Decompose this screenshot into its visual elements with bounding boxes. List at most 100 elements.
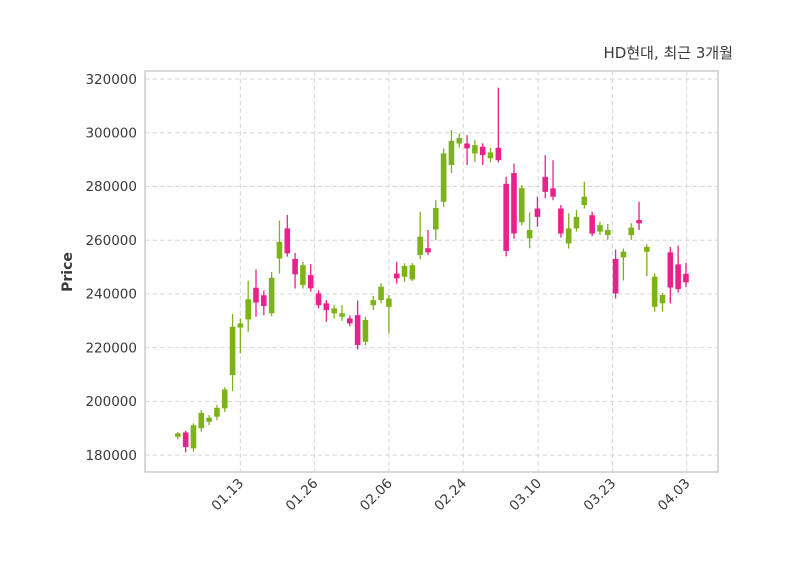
x-tick-label: 02.06 — [357, 476, 396, 515]
candle-body — [245, 299, 251, 320]
candle-body — [495, 147, 502, 161]
candle-body — [315, 293, 322, 306]
candle-wick — [419, 211, 421, 260]
candle-body — [214, 407, 220, 417]
candle-body — [370, 300, 377, 306]
candle-body — [511, 173, 517, 234]
candle-wick — [552, 160, 554, 201]
candle-body — [253, 287, 259, 303]
y-axis-label: Price — [60, 252, 76, 292]
candle-body — [354, 315, 361, 345]
x-tick-label: 02.24 — [431, 476, 470, 515]
candle-wick — [544, 155, 546, 199]
candle-body — [440, 153, 447, 202]
x-tick-label: 03.23 — [581, 476, 620, 515]
candle-body — [683, 273, 689, 283]
candle-body — [479, 146, 486, 156]
candle-body — [651, 276, 658, 307]
candle-body — [182, 432, 189, 448]
x-tick-label: 01.26 — [283, 476, 322, 515]
candle-body — [417, 236, 423, 255]
candle-body — [612, 259, 619, 294]
candle-body — [503, 183, 509, 251]
candle-wick — [325, 300, 328, 322]
candle-body — [464, 143, 470, 149]
candle-body — [675, 264, 681, 290]
y-tick-label: 320000 — [85, 72, 137, 88]
candle-body — [518, 188, 525, 223]
candle-body — [347, 318, 353, 324]
candle-body — [589, 215, 595, 234]
candle-body — [604, 230, 611, 236]
candle-wick — [638, 201, 640, 231]
candle-body — [229, 326, 236, 376]
candle-body — [534, 208, 541, 217]
y-tick-label: 280000 — [85, 179, 137, 195]
candle-body — [425, 248, 431, 253]
candle-body — [261, 295, 267, 307]
candle-body — [456, 137, 463, 144]
candle-wick — [622, 248, 625, 281]
candle-body — [175, 433, 181, 437]
y-tick-label: 260000 — [85, 233, 137, 249]
candle-body — [362, 319, 369, 342]
candle-body — [300, 265, 306, 286]
candle-body — [558, 208, 564, 234]
candle-body — [636, 220, 642, 224]
x-tick-label: 04.03 — [655, 476, 694, 515]
candle-body — [292, 259, 298, 275]
candle-body — [667, 252, 674, 288]
x-tick-label: 03.10 — [506, 476, 545, 515]
candle-wick — [341, 305, 343, 321]
candle-body — [448, 140, 455, 166]
candle-body — [409, 265, 416, 280]
y-tick-label: 200000 — [85, 394, 137, 410]
candle-body — [331, 308, 337, 314]
candle-body — [472, 145, 478, 154]
candle-body — [597, 225, 603, 232]
candle-body — [487, 152, 494, 159]
candle-wick — [388, 295, 390, 334]
x-tick-label: 01.13 — [209, 476, 248, 515]
candle-body — [628, 227, 635, 236]
candle-body — [198, 412, 205, 429]
candle-body — [339, 313, 345, 317]
candle-wick — [427, 230, 429, 255]
candle-body — [276, 241, 283, 259]
candle-body — [284, 228, 291, 254]
candle-body — [190, 425, 197, 449]
candle-body — [644, 246, 650, 252]
chart-title: HD현대, 최근 3개월 — [603, 44, 733, 62]
candle-body — [378, 286, 384, 301]
candle-body — [432, 207, 439, 230]
candle-wick — [466, 135, 468, 166]
candle-body — [565, 228, 572, 244]
candle-body — [221, 389, 228, 409]
candle-body — [268, 277, 275, 314]
y-tick-label: 240000 — [85, 287, 137, 303]
candle-body — [401, 265, 408, 277]
candle-body — [526, 230, 533, 239]
candle-body — [323, 303, 330, 311]
candle-body — [386, 298, 392, 307]
candle-body — [620, 251, 627, 258]
plot-border — [144, 70, 719, 473]
candle-body — [581, 196, 588, 206]
candle-body — [659, 295, 666, 304]
candle-body — [573, 216, 580, 229]
candle-body — [542, 176, 549, 192]
candle-body — [307, 275, 314, 289]
candle-wick — [239, 318, 242, 354]
candle-wick — [396, 261, 398, 284]
candle-body — [393, 273, 400, 279]
candle-wick — [646, 244, 648, 277]
y-tick-label: 220000 — [85, 340, 137, 356]
y-tick-label: 180000 — [85, 448, 137, 464]
y-tick-label: 300000 — [85, 125, 137, 141]
candle-body — [206, 417, 212, 422]
candle-body — [550, 188, 556, 197]
candle-wick — [497, 87, 499, 163]
candle-wick — [583, 181, 585, 209]
